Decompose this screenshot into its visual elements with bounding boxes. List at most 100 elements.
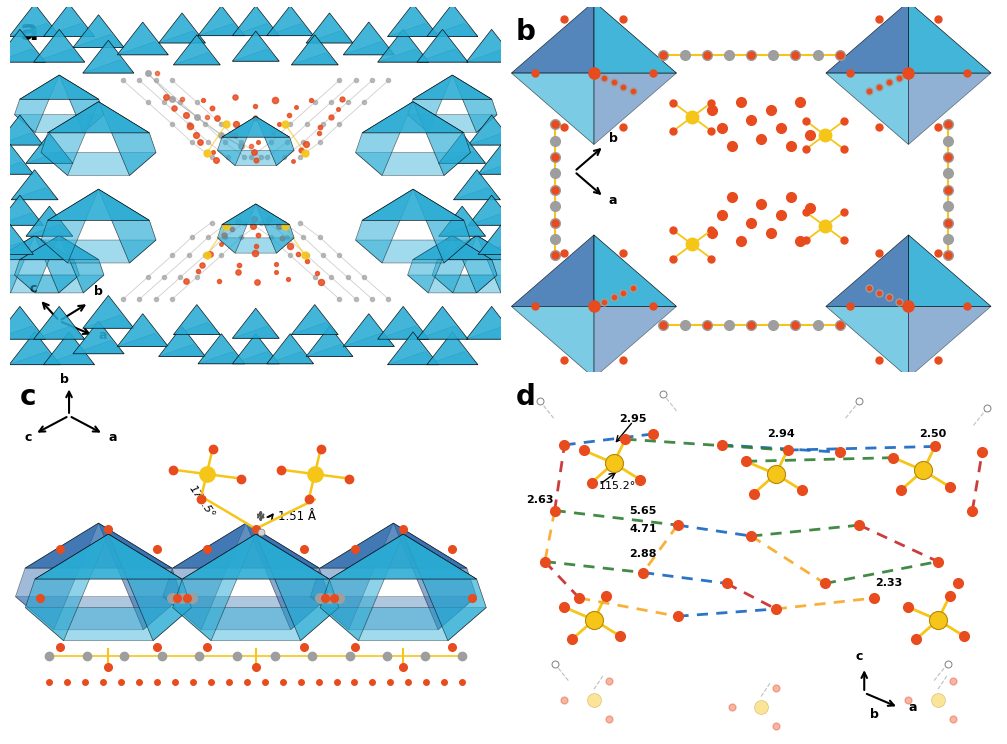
Polygon shape (439, 133, 485, 163)
Polygon shape (25, 534, 109, 641)
Polygon shape (320, 523, 467, 568)
Polygon shape (512, 73, 594, 144)
Polygon shape (198, 6, 245, 36)
Polygon shape (512, 235, 594, 307)
Polygon shape (173, 608, 338, 641)
Polygon shape (394, 523, 476, 629)
Polygon shape (182, 534, 329, 579)
Polygon shape (826, 1, 908, 73)
Polygon shape (83, 315, 134, 328)
Polygon shape (0, 49, 45, 62)
Text: d: d (516, 383, 535, 411)
Polygon shape (306, 31, 352, 43)
Polygon shape (0, 225, 33, 254)
Polygon shape (291, 304, 338, 335)
Polygon shape (173, 53, 221, 65)
Polygon shape (99, 523, 181, 629)
Polygon shape (83, 40, 134, 73)
Polygon shape (0, 162, 33, 174)
Polygon shape (218, 150, 294, 166)
Polygon shape (417, 326, 468, 339)
Polygon shape (453, 170, 500, 199)
Polygon shape (267, 24, 313, 36)
Polygon shape (478, 144, 525, 174)
Polygon shape (163, 597, 329, 629)
Polygon shape (33, 326, 85, 339)
Polygon shape (427, 332, 478, 365)
Polygon shape (159, 31, 205, 43)
Polygon shape (363, 189, 464, 220)
Polygon shape (159, 344, 205, 356)
Polygon shape (59, 235, 104, 293)
Polygon shape (173, 323, 221, 335)
Text: a: a (20, 19, 38, 46)
Text: b: b (59, 373, 68, 386)
Polygon shape (41, 102, 99, 176)
Polygon shape (267, 6, 313, 36)
Polygon shape (306, 13, 352, 43)
Polygon shape (403, 534, 486, 641)
Polygon shape (477, 235, 522, 293)
Polygon shape (291, 53, 338, 65)
Text: a: a (99, 329, 107, 342)
Text: 5.65: 5.65 (629, 505, 657, 516)
Polygon shape (47, 189, 149, 220)
Polygon shape (0, 326, 45, 339)
Text: 115.2°: 115.2° (599, 481, 636, 490)
Polygon shape (908, 307, 991, 378)
Polygon shape (378, 29, 429, 62)
Text: 2.63: 2.63 (527, 495, 554, 504)
Text: c: c (20, 383, 36, 411)
Polygon shape (355, 240, 470, 263)
Polygon shape (594, 73, 677, 144)
Polygon shape (59, 75, 104, 132)
Polygon shape (908, 1, 991, 73)
Polygon shape (26, 206, 73, 236)
Polygon shape (594, 1, 677, 73)
Polygon shape (439, 206, 485, 236)
Polygon shape (0, 144, 33, 174)
Text: b: b (94, 286, 103, 298)
Polygon shape (14, 75, 59, 132)
Polygon shape (20, 75, 99, 99)
Polygon shape (26, 151, 73, 163)
Polygon shape (256, 534, 338, 641)
Polygon shape (267, 352, 313, 364)
Text: 4.71: 4.71 (629, 524, 657, 533)
Polygon shape (26, 133, 73, 163)
Polygon shape (0, 307, 45, 339)
Text: c: c (856, 650, 863, 663)
Polygon shape (9, 352, 60, 365)
Polygon shape (222, 204, 290, 225)
Polygon shape (291, 35, 338, 65)
Polygon shape (452, 235, 497, 293)
Text: c: c (25, 432, 32, 444)
Polygon shape (466, 326, 518, 339)
Polygon shape (14, 115, 104, 132)
Polygon shape (15, 597, 181, 629)
Polygon shape (159, 13, 205, 43)
Polygon shape (478, 243, 525, 254)
Polygon shape (233, 31, 279, 61)
Polygon shape (9, 24, 60, 36)
Polygon shape (233, 24, 279, 36)
Polygon shape (0, 214, 43, 225)
Polygon shape (355, 102, 413, 176)
Polygon shape (466, 49, 518, 62)
Text: 2.94: 2.94 (767, 429, 795, 439)
Polygon shape (452, 75, 497, 132)
Polygon shape (478, 162, 525, 174)
Polygon shape (466, 307, 518, 339)
Polygon shape (355, 189, 413, 263)
Polygon shape (310, 523, 394, 629)
Polygon shape (83, 295, 134, 328)
Polygon shape (468, 133, 515, 145)
Polygon shape (417, 49, 468, 62)
Polygon shape (73, 34, 124, 48)
Polygon shape (41, 240, 156, 263)
Polygon shape (413, 75, 491, 99)
Text: b: b (516, 19, 535, 46)
Polygon shape (33, 29, 85, 62)
Polygon shape (427, 352, 478, 365)
Polygon shape (9, 332, 60, 365)
